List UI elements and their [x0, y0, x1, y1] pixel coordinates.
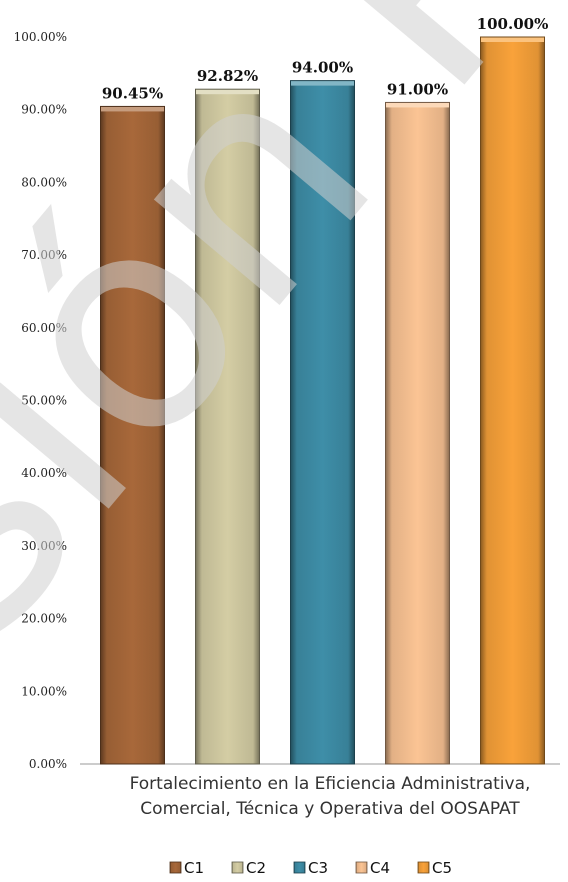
bar-c4 [385, 101, 450, 765]
bar-c1 [100, 105, 165, 765]
legend-swatch [293, 861, 306, 874]
y-axis: 0.00% 10.00% 20.00% 30.00% 40.00% 50.00% 60.00… [14, 30, 560, 771]
y-tick-label: 70.00% [21, 248, 67, 262]
legend: C1 C2 C3 C4 C5 [169, 859, 452, 877]
y-tick-label: 10.00% [21, 684, 67, 698]
legend-label: C5 [432, 859, 452, 877]
legend-swatch [417, 861, 430, 874]
y-tick-label: 60.00% [21, 321, 67, 335]
legend-item-c4: C4 [355, 859, 390, 877]
bar-c5 [480, 36, 545, 765]
legend-swatch [355, 861, 368, 874]
data-label-c1: 90.45% [102, 84, 163, 102]
x-axis-title-line: Comercial, Técnica y Operativa del OOSAP… [140, 799, 520, 819]
data-label-c4: 91.00% [387, 80, 448, 98]
y-tick-label: 40.00% [21, 466, 67, 480]
legend-swatch [231, 861, 244, 874]
data-label-c2: 92.82% [197, 67, 258, 85]
legend-item-c1: C1 [169, 859, 204, 877]
legend-label: C2 [246, 859, 266, 877]
y-tick-label: 0.00% [29, 757, 67, 771]
bar-c3 [290, 80, 355, 765]
legend-label: C1 [184, 859, 204, 877]
data-label-c5: 100.00% [477, 15, 549, 33]
y-tick-label: 30.00% [21, 539, 67, 553]
legend-label: C4 [370, 859, 390, 877]
y-tick-label: 100.00% [14, 30, 67, 44]
legend-swatch [169, 861, 182, 874]
data-label-c3: 94.00% [292, 59, 353, 77]
legend-label: C3 [308, 859, 328, 877]
y-tick-label: 90.00% [21, 103, 67, 117]
y-tick-label: 50.00% [21, 394, 67, 408]
y-tick-label: 20.00% [21, 612, 67, 626]
legend-item-c3: C3 [293, 859, 328, 877]
legend-item-c2: C2 [231, 859, 266, 877]
bars [100, 36, 545, 765]
x-axis-title: Fortalecimiento en la Eficiencia Adminis… [130, 774, 531, 819]
bar-c2 [195, 88, 260, 765]
data-labels: 90.45% 92.82% 94.00% 91.00% 100.00% [102, 15, 548, 102]
y-tick-label: 80.00% [21, 175, 67, 189]
legend-item-c5: C5 [417, 859, 452, 877]
x-axis-title-line: Fortalecimiento en la Eficiencia Adminis… [130, 774, 531, 794]
